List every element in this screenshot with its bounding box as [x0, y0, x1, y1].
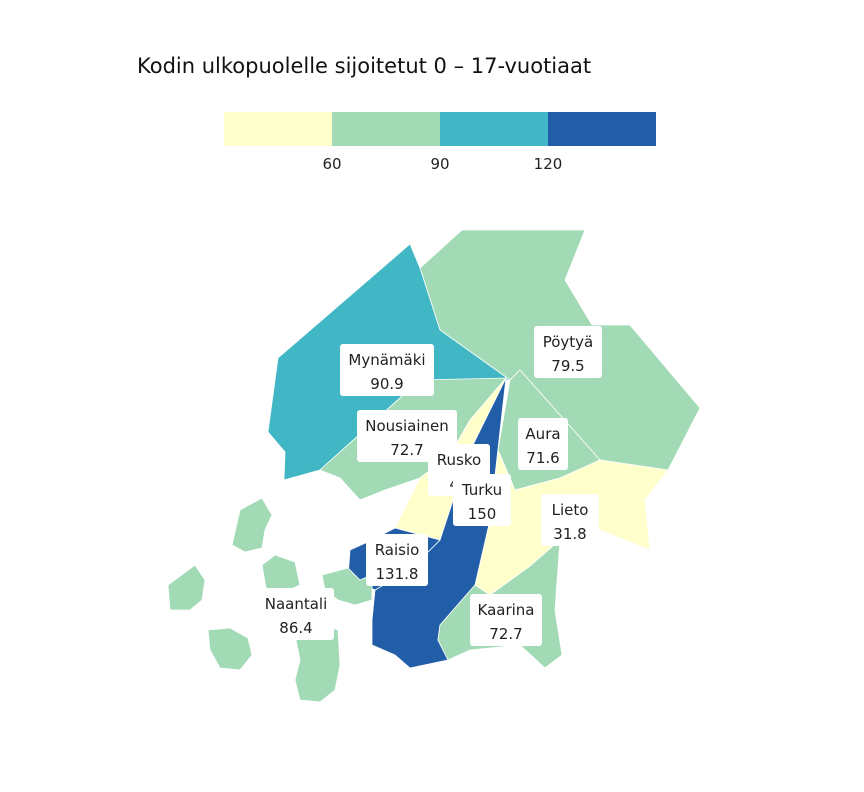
label-kaarina-value: 72.7	[489, 625, 522, 643]
label-aura-value: 71.6	[526, 449, 559, 467]
municipality-labels: Pöytyä 79.5 Mynämäki 90.9 Nousiainen 72.…	[258, 326, 602, 646]
label-turku-name: Turku	[461, 481, 502, 499]
region-naantali-island-1[interactable]	[231, 497, 273, 553]
label-nousiainen-value: 72.7	[390, 441, 423, 459]
map-title: Kodin ulkopuolelle sijoitetut 0 – 17-vuo…	[137, 54, 592, 78]
label-poytya: Pöytyä 79.5	[534, 326, 602, 378]
legend-swatch-2	[440, 112, 548, 146]
label-lieto: Lieto 31.8	[541, 494, 599, 546]
legend-swatch-0	[224, 112, 332, 146]
label-mynamaki: Mynämäki 90.9	[340, 344, 434, 396]
label-kaarina-name: Kaarina	[478, 601, 535, 619]
label-kaarina: Kaarina 72.7	[470, 594, 542, 646]
label-nousiainen-name: Nousiainen	[365, 417, 449, 435]
label-lieto-value: 31.8	[553, 525, 586, 543]
label-aura-name: Aura	[525, 425, 560, 443]
label-aura: Aura 71.6	[518, 418, 568, 470]
label-poytya-value: 79.5	[551, 357, 584, 375]
legend-tick-120: 120	[534, 155, 563, 173]
region-naantali-island-4[interactable]	[207, 627, 253, 671]
label-turku: Turku 150	[453, 474, 511, 526]
label-mynamaki-value: 90.9	[370, 375, 403, 393]
region-naantali-island-2[interactable]	[167, 564, 206, 611]
legend-swatch-3	[548, 112, 656, 146]
label-naantali-value: 86.4	[279, 619, 312, 637]
label-raisio-value: 131.8	[376, 565, 419, 583]
label-naantali: Naantali 86.4	[258, 588, 334, 640]
legend-tick-90: 90	[430, 155, 449, 173]
label-rusko-name: Rusko	[437, 451, 481, 469]
legend-tick-60: 60	[322, 155, 341, 173]
label-poytya-name: Pöytyä	[543, 333, 594, 351]
label-lieto-name: Lieto	[552, 501, 589, 519]
label-turku-value: 150	[468, 505, 497, 523]
label-naantali-name: Naantali	[265, 595, 328, 613]
label-raisio: Raisio 131.8	[366, 534, 428, 586]
label-raisio-name: Raisio	[375, 541, 420, 559]
region-naantali-island-3[interactable]	[261, 554, 301, 593]
label-mynamaki-name: Mynämäki	[348, 351, 425, 369]
legend: 60 90 120	[224, 112, 656, 173]
legend-swatch-1	[332, 112, 440, 146]
